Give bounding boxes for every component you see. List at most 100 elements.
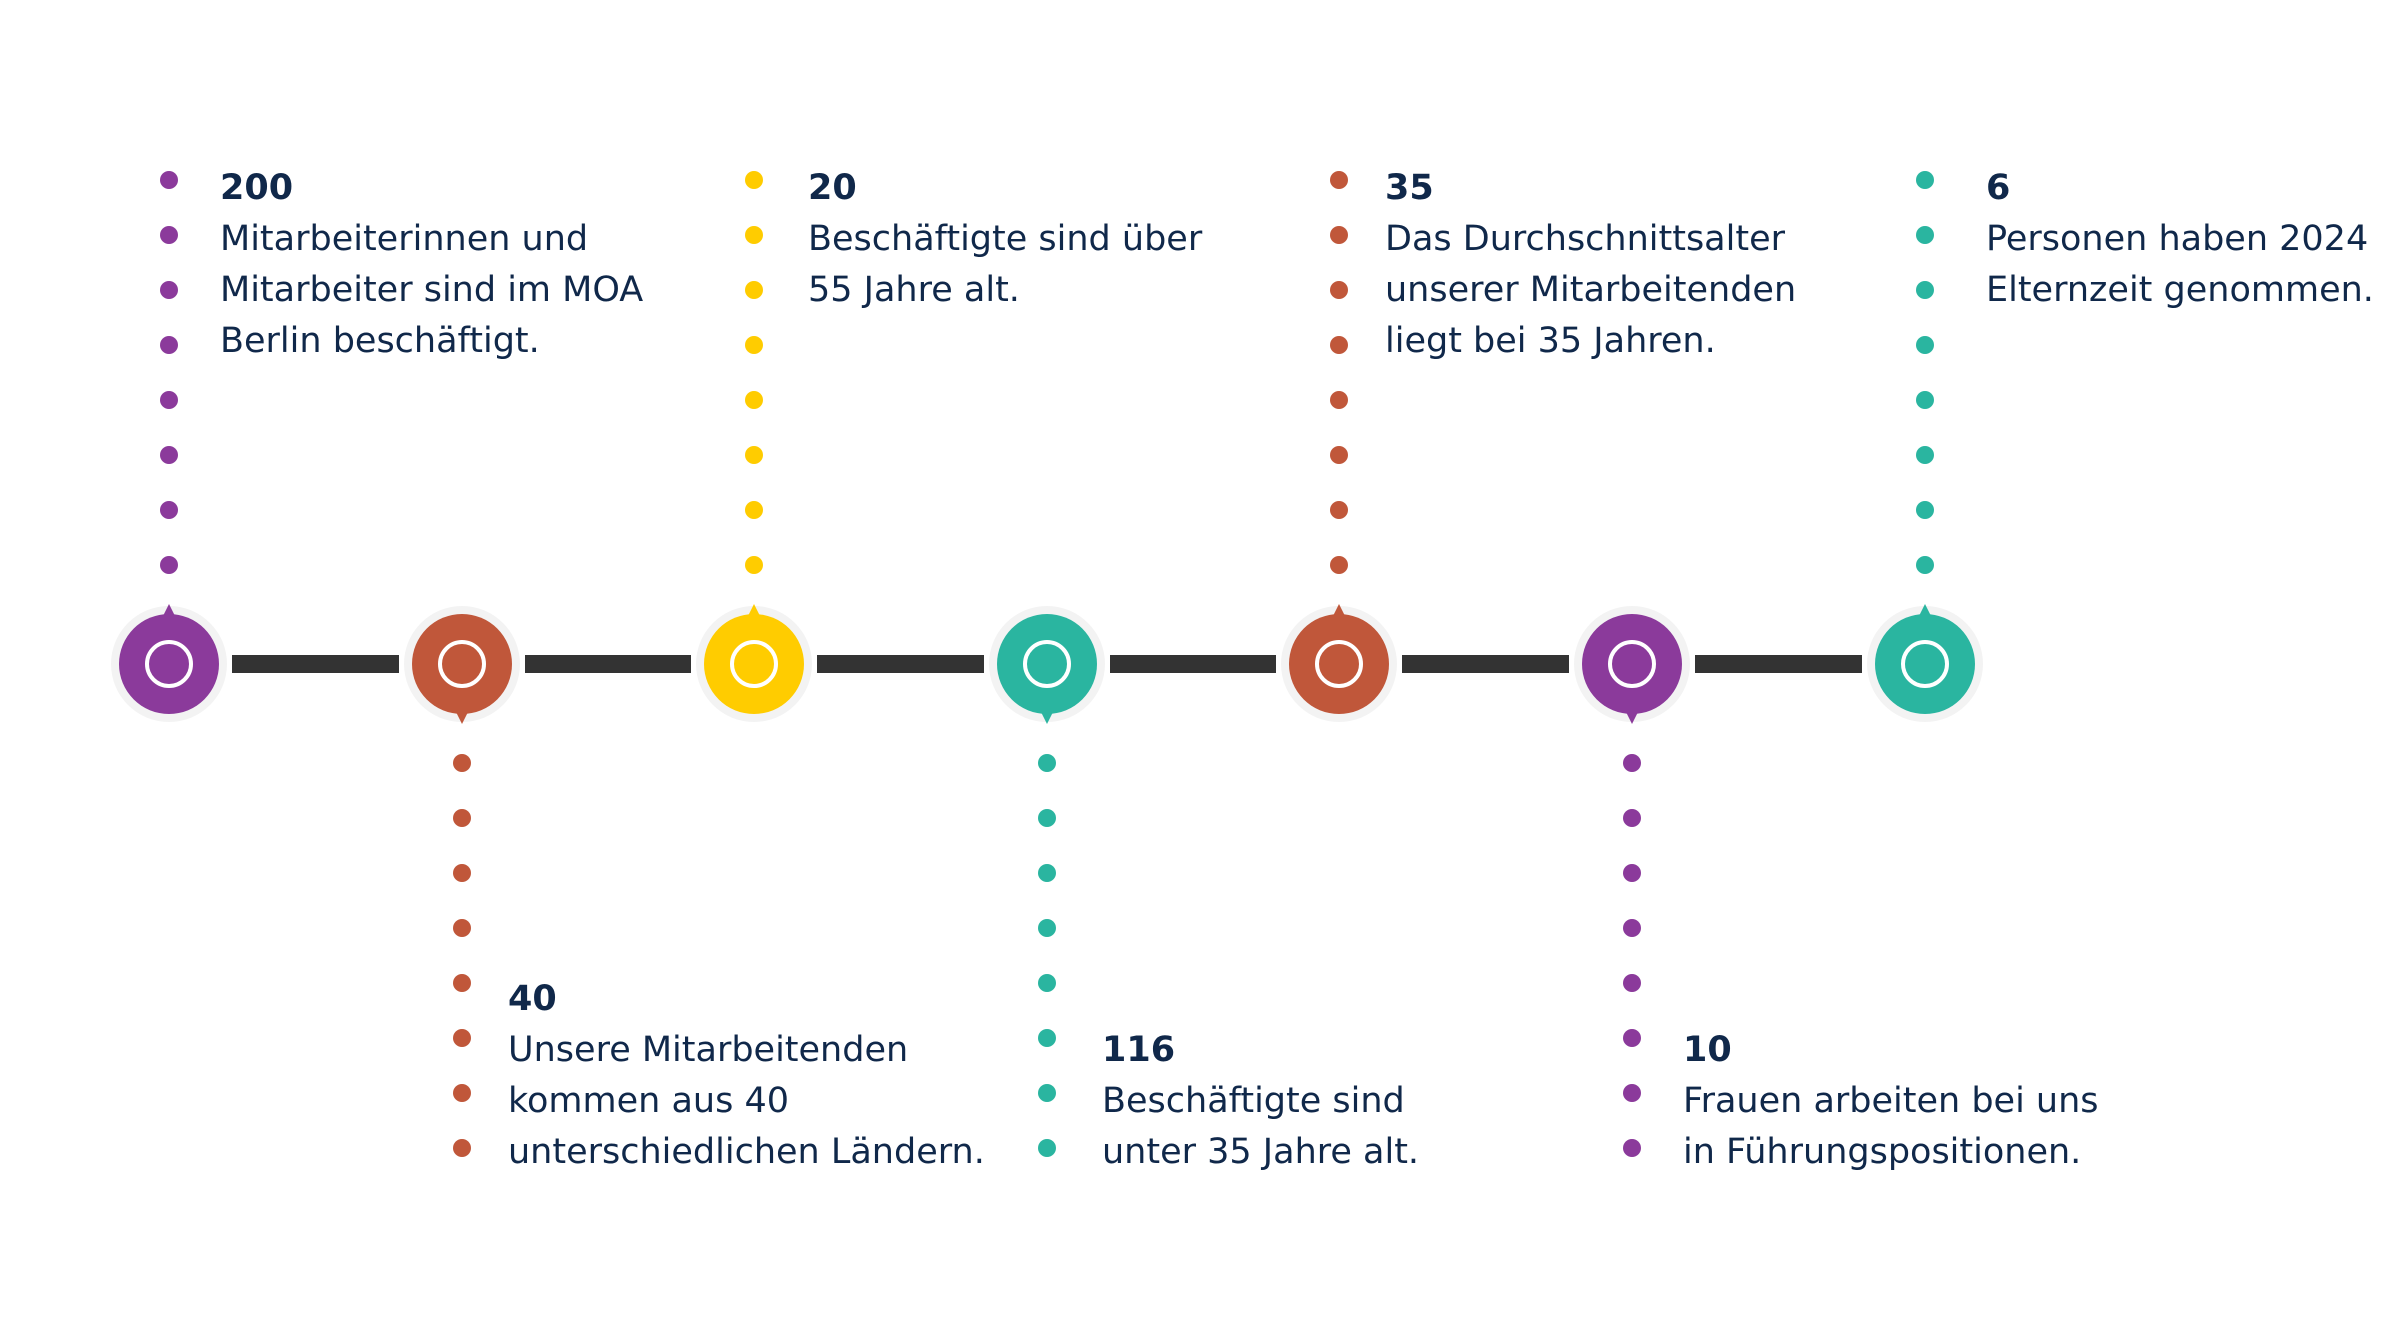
stat-description: Beschäftigte sind unter 35 Jahre alt. (1102, 1076, 1419, 1178)
leader-dot (1916, 336, 1934, 354)
leader-dot (1038, 754, 1056, 772)
stat-line: Elternzeit genommen. (1986, 270, 2374, 310)
timeline-node (119, 614, 219, 714)
leader-dot (745, 391, 763, 409)
timeline-connector (1110, 655, 1276, 673)
ring-icon (438, 640, 486, 688)
leader-dot (453, 974, 471, 992)
stat-number: 20 (808, 168, 857, 208)
leader-dot (745, 226, 763, 244)
ring-icon (1608, 640, 1656, 688)
leader-dot (1330, 446, 1348, 464)
leader-dot (1330, 226, 1348, 244)
ring-icon (1023, 640, 1071, 688)
leader-dot (1038, 864, 1056, 882)
leader-dot (745, 171, 763, 189)
stat-line: Mitarbeiter sind im MOA (220, 270, 644, 310)
leader-dot (1623, 919, 1641, 937)
timeline-connector (525, 655, 691, 673)
ring-icon (1315, 640, 1363, 688)
leader-dot (453, 1029, 471, 1047)
leader-dot (160, 501, 178, 519)
leader-dot (1330, 336, 1348, 354)
timeline-connector (232, 655, 399, 673)
leader-dot (160, 446, 178, 464)
leader-dot (1623, 1084, 1641, 1102)
timeline-connector (1695, 655, 1862, 673)
leader-dot (1330, 391, 1348, 409)
stat-line: Das Durchschnittsalter (1385, 219, 1786, 259)
ring-icon (1901, 640, 1949, 688)
stat-40: 40 Unsere Mitarbeitenden kommen aus 40 u… (508, 974, 985, 1178)
ring-icon (145, 640, 193, 688)
timeline-node (1289, 614, 1389, 714)
leader-dot (1038, 1139, 1056, 1157)
stat-line: Beschäftigte sind über (808, 219, 1203, 259)
leader-dot (1038, 1084, 1056, 1102)
leader-dot (160, 391, 178, 409)
leader-dot (160, 226, 178, 244)
stat-description: Mitarbeiterinnen und Mitarbeiter sind im… (220, 214, 643, 367)
stat-number: 40 (508, 979, 557, 1019)
leader-dot (453, 919, 471, 937)
timeline-node (1582, 614, 1682, 714)
stat-number: 10 (1683, 1030, 1732, 1070)
stat-number: 200 (220, 168, 294, 208)
stat-description: Personen haben 2024 Elternzeit genommen. (1986, 214, 2374, 316)
leader-dot (1916, 281, 1934, 299)
leader-dot (1916, 171, 1934, 189)
leader-dot (1038, 1029, 1056, 1047)
stat-6: 6 Personen haben 2024 Elternzeit genomme… (1986, 163, 2374, 316)
stat-line: Berlin beschäftigt. (220, 321, 540, 361)
stat-20: 20 Beschäftigte sind über 55 Jahre alt. (808, 163, 1202, 316)
leader-dot (453, 809, 471, 827)
leader-dot (1916, 226, 1934, 244)
stat-line: Frauen arbeiten bei uns (1683, 1081, 2099, 1121)
leader-dot (1623, 974, 1641, 992)
leader-dot (745, 336, 763, 354)
leader-dot (1330, 556, 1348, 574)
stat-number: 6 (1986, 168, 2011, 208)
stat-line: in Führungspositionen. (1683, 1132, 2082, 1172)
leader-dot (1623, 754, 1641, 772)
stat-line: unter 35 Jahre alt. (1102, 1132, 1420, 1172)
stat-line: liegt bei 35 Jahren. (1385, 321, 1716, 361)
stat-10: 10 Frauen arbeiten bei uns in Führungspo… (1683, 1025, 2099, 1178)
leader-dot (1916, 391, 1934, 409)
stat-line: unserer Mitarbeitenden (1385, 270, 1797, 310)
stat-116: 116 Beschäftigte sind unter 35 Jahre alt… (1102, 1025, 1419, 1178)
stat-35: 35 Das Durchschnittsalter unserer Mitarb… (1385, 163, 1796, 367)
timeline-node (1875, 614, 1975, 714)
leader-dot (453, 754, 471, 772)
leader-dot (160, 171, 178, 189)
leader-dot (1916, 556, 1934, 574)
leader-dot (1623, 809, 1641, 827)
stat-description: Das Durchschnittsalter unserer Mitarbeit… (1385, 214, 1796, 367)
leader-dot (1038, 809, 1056, 827)
leader-dot (745, 556, 763, 574)
leader-dot (1330, 501, 1348, 519)
stat-description: Unsere Mitarbeitenden kommen aus 40 unte… (508, 1025, 985, 1178)
leader-dot (453, 864, 471, 882)
timeline-connector (1402, 655, 1569, 673)
stat-number: 35 (1385, 168, 1434, 208)
stat-line: Unsere Mitarbeitenden (508, 1030, 909, 1070)
timeline-node (412, 614, 512, 714)
leader-dot (1623, 1029, 1641, 1047)
leader-dot (1330, 171, 1348, 189)
stat-line: unterschiedlichen Ländern. (508, 1132, 985, 1172)
timeline-node (997, 614, 1097, 714)
leader-dot (160, 281, 178, 299)
leader-dot (1038, 974, 1056, 992)
leader-dot (160, 556, 178, 574)
leader-dot (745, 281, 763, 299)
leader-dot (160, 336, 178, 354)
leader-dot (453, 1084, 471, 1102)
leader-dot (1916, 446, 1934, 464)
stat-line: kommen aus 40 (508, 1081, 789, 1121)
leader-dot (1623, 1139, 1641, 1157)
stat-line: 55 Jahre alt. (808, 270, 1020, 310)
leader-dot (745, 446, 763, 464)
leader-dot (1916, 501, 1934, 519)
